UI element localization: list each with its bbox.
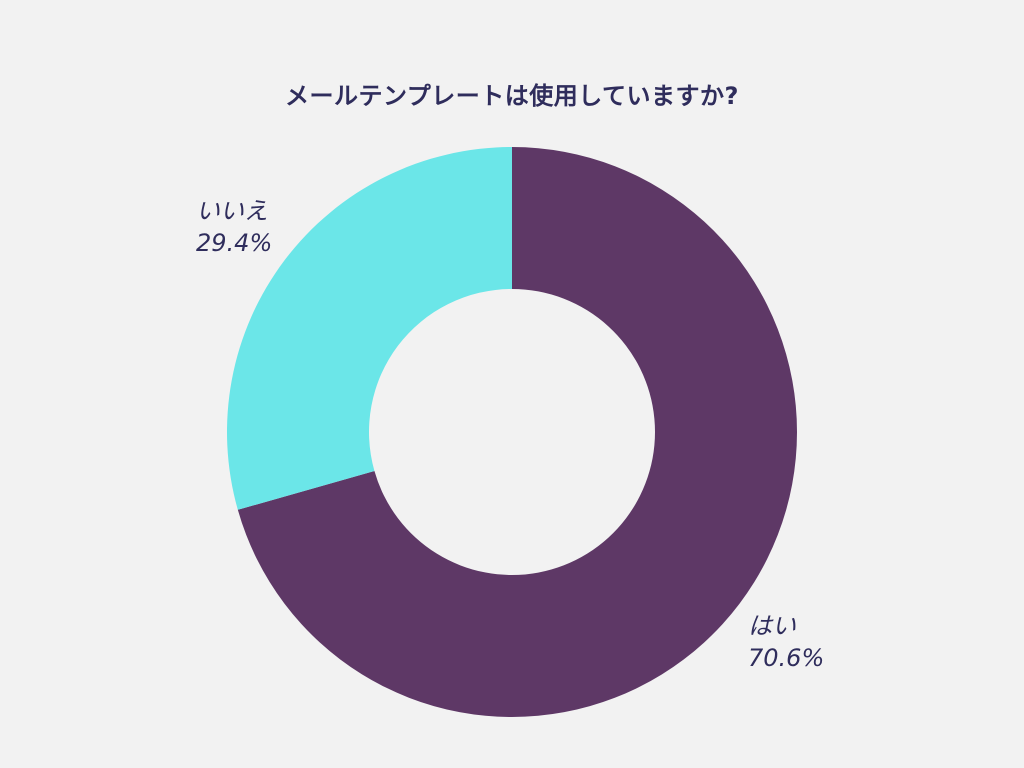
slice-label-no-name: いいえ [196,197,268,225]
slice-label-no-value: 29.4% [196,229,273,257]
slice-label-yes-name: はい [748,612,796,640]
slice-no [226,147,512,510]
chart-title: メールテンプレートは使用していますか? [285,82,739,110]
slice-label-no: いいえ 29.4% [196,195,272,259]
slice-label-yes: はい 70.6% [748,610,824,674]
slice-yes [237,147,798,717]
slice-label-yes-value: 70.6% [748,644,825,672]
